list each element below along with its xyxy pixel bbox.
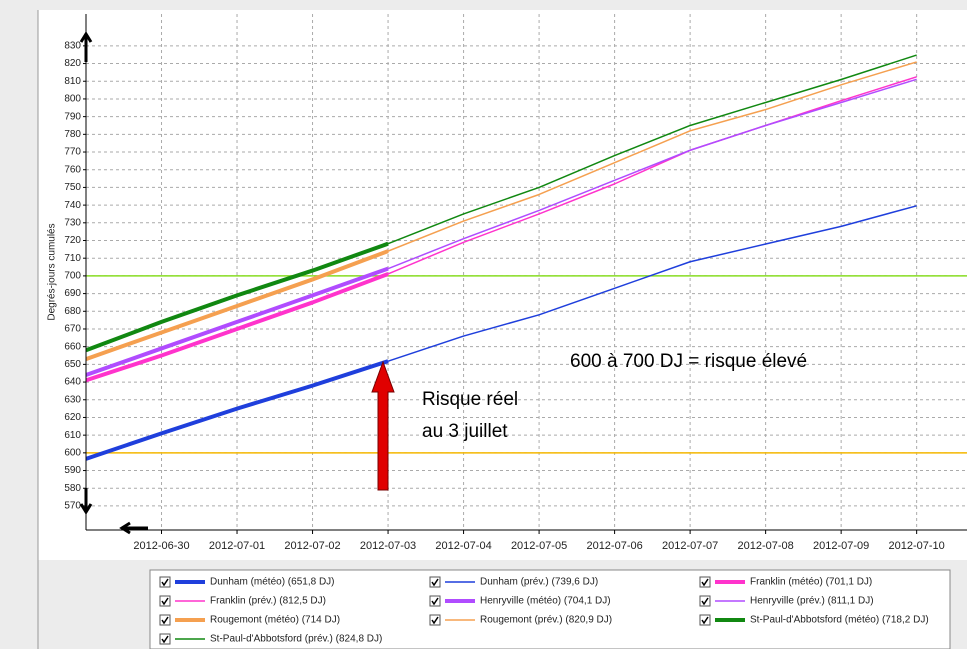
y-tick-label: 710 xyxy=(64,253,81,264)
red-arrow xyxy=(371,360,395,491)
legend-label: Rougemont (prév.) (820,9 DJ) xyxy=(480,615,612,626)
y-tick-label: 670 xyxy=(64,324,81,335)
x-tick-label: 2012-07-01 xyxy=(209,540,265,552)
legend-check xyxy=(701,597,709,606)
series-line xyxy=(86,266,389,377)
legend-checkbox[interactable] xyxy=(159,614,171,626)
x-tick-label: 2012-07-04 xyxy=(435,540,491,552)
series-line xyxy=(86,272,389,383)
y-tick-label: 780 xyxy=(64,129,81,140)
annotation: au 3 juillet xyxy=(422,421,508,442)
chart-panel xyxy=(38,10,967,560)
scroll-left-icon[interactable] xyxy=(119,521,148,535)
series-line xyxy=(86,359,389,461)
y-tick-label: 800 xyxy=(64,94,81,105)
y-tick-label: 630 xyxy=(64,394,81,405)
y-tick-label: 680 xyxy=(64,306,81,317)
y-tick-label: 650 xyxy=(64,359,81,370)
legend xyxy=(149,569,951,649)
legend-checkbox[interactable] xyxy=(429,614,441,626)
x-tick-label: 2012-07-06 xyxy=(586,540,642,552)
y-tick-label: 640 xyxy=(64,377,81,388)
y-tick-label: 700 xyxy=(64,271,81,282)
legend-checkbox[interactable] xyxy=(429,595,441,607)
legend-label: St-Paul-d'Abbotsford (météo) (718,2 DJ) xyxy=(750,615,929,626)
x-tick-label: 2012-07-07 xyxy=(662,540,718,552)
x-tick-label: 2012-06-30 xyxy=(133,540,189,552)
y-tick-label: 730 xyxy=(64,217,81,228)
legend-check xyxy=(161,635,169,644)
legend-check xyxy=(161,597,169,606)
legend-check xyxy=(431,616,439,625)
legend-check xyxy=(431,578,439,587)
x-tick-label: 2012-07-02 xyxy=(284,540,340,552)
y-tick-label: 790 xyxy=(64,111,81,122)
y-tick-label: 720 xyxy=(64,235,81,246)
legend-checkbox[interactable] xyxy=(159,595,171,607)
annotation: 600 à 700 DJ = risque élevé xyxy=(570,351,807,372)
y-tick-label: 690 xyxy=(64,288,81,299)
y-axis-label: Degrés-jours cumulés xyxy=(47,223,58,320)
y-tick-label: 660 xyxy=(64,341,81,352)
scroll-down-icon[interactable] xyxy=(79,488,93,515)
y-tick-label: 580 xyxy=(64,483,81,494)
legend-label: Henryville (météo) (704,1 DJ) xyxy=(480,596,611,607)
y-tick-label: 750 xyxy=(64,182,81,193)
legend-check xyxy=(161,578,169,587)
y-tick-label: 570 xyxy=(64,501,81,512)
y-tick-label: 740 xyxy=(64,200,81,211)
legend-checkbox[interactable] xyxy=(699,576,711,588)
x-tick-label: 2012-07-10 xyxy=(889,540,945,552)
legend-checkbox[interactable] xyxy=(159,633,171,645)
legend-label: Franklin (météo) (701,1 DJ) xyxy=(750,577,872,588)
legend-checkbox[interactable] xyxy=(159,576,171,588)
legend-label: St-Paul-d'Abbotsford (prév.) (824,8 DJ) xyxy=(210,634,382,645)
y-tick-label: 610 xyxy=(64,430,81,441)
x-tick-label: 2012-07-05 xyxy=(511,540,567,552)
legend-check xyxy=(701,616,709,625)
y-tick-label: 830 xyxy=(64,40,81,51)
annotation: Risque réel xyxy=(422,389,518,410)
legend-checkbox[interactable] xyxy=(699,595,711,607)
y-tick-label: 770 xyxy=(64,147,81,158)
y-tick-label: 810 xyxy=(64,76,81,87)
series-line xyxy=(86,241,389,353)
legend-checkbox[interactable] xyxy=(699,614,711,626)
y-tick-label: 620 xyxy=(64,412,81,423)
legend-label: Rougemont (météo) (714 DJ) xyxy=(210,615,340,626)
legend-check xyxy=(161,616,169,625)
y-tick-label: 590 xyxy=(64,465,81,476)
series-line xyxy=(86,249,389,361)
legend-check xyxy=(431,597,439,606)
scroll-up-icon[interactable] xyxy=(79,31,93,62)
y-tick-label: 820 xyxy=(64,58,81,69)
legend-label: Henryville (prév.) (811,1 DJ) xyxy=(750,596,874,607)
legend-checkbox[interactable] xyxy=(429,576,441,588)
y-tick-label: 600 xyxy=(64,447,81,458)
legend-label: Dunham (prév.) (739,6 DJ) xyxy=(480,577,598,588)
legend-label: Dunham (météo) (651,8 DJ) xyxy=(210,577,335,588)
legend-check xyxy=(701,578,709,587)
x-tick-label: 2012-07-03 xyxy=(360,540,416,552)
legend-label: Franklin (prév.) (812,5 DJ) xyxy=(210,596,326,607)
x-tick-label: 2012-07-09 xyxy=(813,540,869,552)
x-tick-label: 2012-07-08 xyxy=(737,540,793,552)
y-tick-label: 760 xyxy=(64,164,81,175)
